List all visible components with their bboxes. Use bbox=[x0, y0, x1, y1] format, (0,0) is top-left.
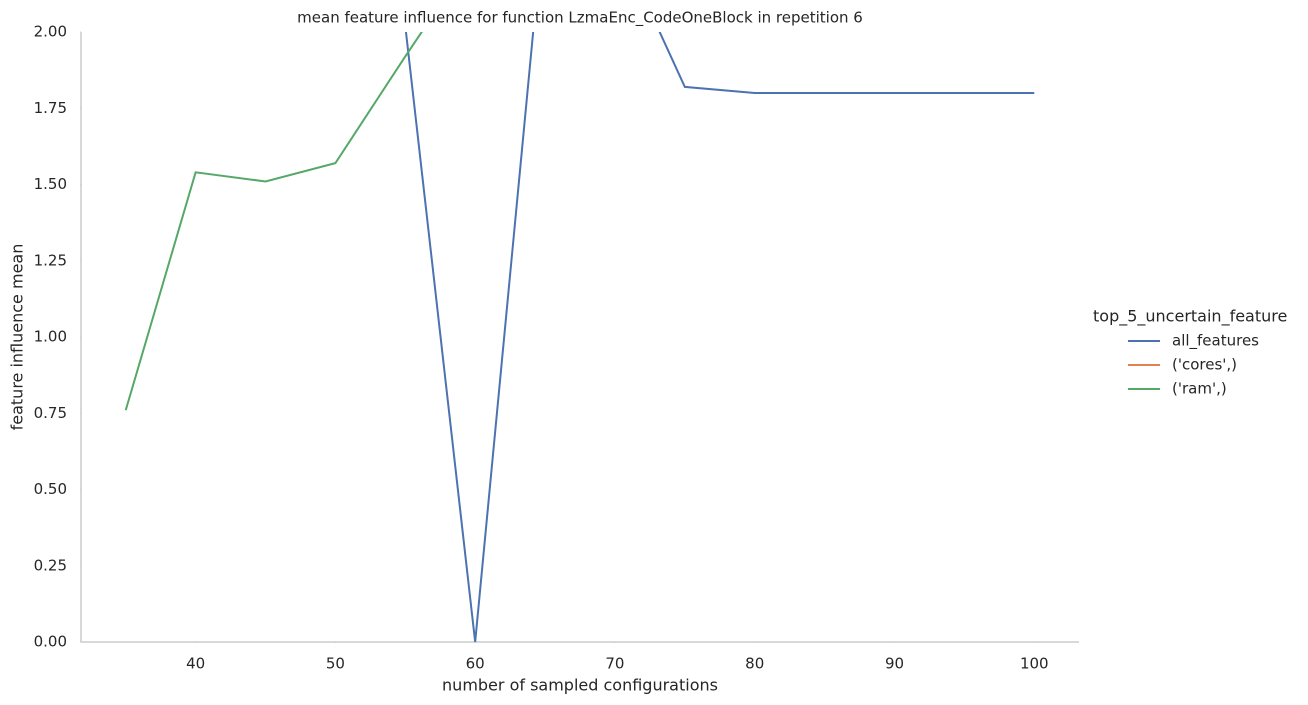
legend-label: all_features bbox=[1172, 332, 1259, 351]
chart-title: mean feature influence for function Lzma… bbox=[297, 9, 863, 28]
y-tick-label: 1.75 bbox=[34, 99, 67, 117]
x-tick-label: 40 bbox=[186, 655, 205, 673]
y-tick-label: 1.25 bbox=[34, 251, 67, 269]
y-tick-label: 1.00 bbox=[34, 328, 67, 346]
x-tick-label: 80 bbox=[745, 655, 764, 673]
legend-label: ('ram',) bbox=[1172, 380, 1227, 398]
x-tick-label: 90 bbox=[885, 655, 904, 673]
legend-title: top_5_uncertain_feature bbox=[1093, 307, 1287, 327]
y-tick-label: 2.00 bbox=[34, 23, 67, 41]
y-tick-label: 0.50 bbox=[34, 480, 67, 498]
x-tick-label: 100 bbox=[1020, 655, 1049, 673]
x-axis-label: number of sampled configurations bbox=[442, 676, 718, 695]
plot-area bbox=[124, 32, 1035, 642]
x-tick-label: 70 bbox=[605, 655, 624, 673]
legend-label: ('cores',) bbox=[1172, 356, 1237, 374]
x-tick-label: 50 bbox=[326, 655, 345, 673]
y-axis-label: feature influence mean bbox=[8, 244, 27, 431]
y-tick-label: 0.25 bbox=[34, 556, 67, 574]
y-tick-label: 0.75 bbox=[34, 404, 67, 422]
x-tick-label: 60 bbox=[466, 655, 485, 673]
series-line bbox=[124, 32, 423, 411]
series-line bbox=[404, 32, 1035, 642]
y-tick-label: 1.50 bbox=[34, 175, 67, 193]
y-tick-label: 0.00 bbox=[34, 633, 67, 651]
